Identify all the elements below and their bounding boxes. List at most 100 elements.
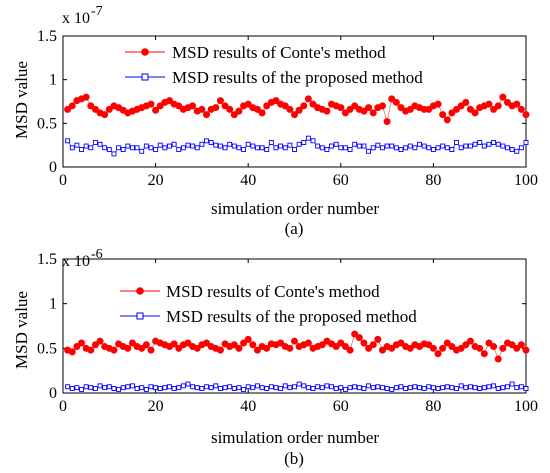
data-point-proposed [129,383,135,389]
data-point-proposed [287,142,293,148]
data-point-proposed [273,385,279,391]
data-point-conte [448,109,456,117]
data-point-proposed [143,143,149,149]
data-point-conte [490,343,498,351]
data-point-conte [466,337,474,345]
data-point-proposed [398,147,404,152]
y-tick-label: 1 [49,72,57,89]
data-point-proposed [463,143,469,149]
data-point-proposed [255,383,260,389]
data-point-conte [517,105,525,113]
data-point-conte [175,344,183,352]
data-point-proposed [287,385,293,391]
data-point-conte [291,111,298,119]
data-point-conte [263,102,271,110]
data-point-conte [513,100,521,108]
data-point-conte [68,348,76,356]
data-point-conte [406,105,414,113]
data-point-conte [78,339,86,347]
data-point-proposed [148,145,154,151]
data-point-proposed [467,143,473,149]
scale-factor-a: x 10 -7 [62,4,103,27]
data-point-proposed [217,386,223,391]
data-point-conte [244,100,252,108]
data-point-conte [351,102,359,110]
data-point-conte [490,105,498,113]
data-point-proposed [236,145,242,151]
data-point-conte [392,98,400,106]
data-point-proposed [199,141,205,147]
data-point-proposed [268,140,274,145]
data-point-proposed [352,141,358,147]
y-tick-label: 0 [49,385,57,402]
data-point-proposed [370,145,376,151]
y-tick-label: 1 [49,296,57,313]
scale-factor-exponent: -6 [91,247,103,262]
data-point-conte [517,341,525,349]
data-point-proposed [139,385,145,391]
data-point-conte [277,339,285,347]
data-point-proposed [88,145,94,151]
data-point-conte [226,105,234,113]
data-point-proposed [435,386,441,391]
data-point-conte [346,346,354,354]
data-point-proposed [120,147,126,152]
data-point-proposed [347,147,353,152]
data-point-conte [476,344,484,352]
data-point-conte [152,106,160,114]
data-point-proposed [116,386,122,392]
data-point-conte [96,337,104,345]
data-point-proposed [403,386,409,391]
data-point-proposed [134,386,140,391]
chart-panel-a: x 10 -7 MSD value simulation order numbe… [12,4,538,238]
data-point-conte [457,344,465,352]
data-point-proposed [69,386,75,391]
data-point-proposed [518,145,524,151]
data-point-conte [101,111,109,119]
data-point-conte [230,341,238,349]
data-point-conte [346,105,354,113]
data-point-proposed [185,381,191,387]
data-point-conte [397,339,405,347]
data-point-proposed [79,147,84,152]
data-point-proposed [315,143,321,149]
data-point-proposed [278,143,284,149]
data-point-proposed [324,383,330,389]
data-point-proposed [412,145,418,151]
data-point-proposed [180,383,186,389]
data-point-proposed [148,384,154,390]
data-point-proposed [514,385,520,391]
data-point-conte [462,98,470,106]
data-point-proposed [264,147,270,152]
data-point-conte [82,93,90,101]
data-point-proposed [523,386,529,391]
data-point-conte [434,350,442,358]
y-axis-label: MSD value [12,61,31,139]
data-point-conte [406,344,414,352]
x-tick-label: 40 [240,172,256,189]
data-point-proposed [190,384,196,390]
data-point-proposed [236,385,242,391]
data-point-conte [156,102,164,110]
data-point-proposed [153,385,159,391]
data-point-proposed [389,143,395,149]
data-point-proposed [74,142,80,148]
legend-label-conte: MSD results of Conte's method [166,282,380,301]
legend: MSD results of Conte's method MSD result… [120,282,417,326]
data-point-conte [341,343,349,351]
data-point-proposed [315,384,321,390]
x-tick-label: 40 [240,398,256,415]
data-point-conte [249,341,257,349]
data-point-proposed [92,386,98,391]
data-point-proposed [250,143,256,149]
scale-factor-exponent: -7 [91,4,103,19]
data-point-conte [522,346,530,354]
data-point-proposed [393,145,399,151]
data-point-conte [337,339,345,347]
data-point-proposed [213,142,219,148]
data-point-proposed [426,384,432,390]
data-point-conte [221,102,229,110]
data-point-proposed [241,147,247,152]
data-point-conte [378,102,386,110]
data-point-proposed [245,384,251,390]
